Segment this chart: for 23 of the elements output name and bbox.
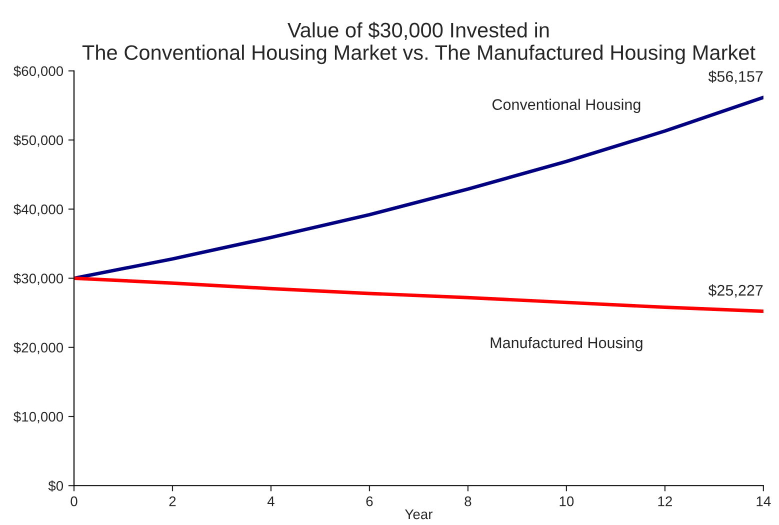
x-tick-label: 8	[464, 496, 472, 506]
x-tick-label: 2	[169, 496, 176, 506]
x-tick-label: 6	[366, 496, 373, 506]
y-tick-label: $50,000	[14, 134, 64, 147]
y-tick-label: $0	[48, 480, 64, 492]
x-tick-label: 4	[267, 496, 274, 506]
y-tick-label: $60,000	[14, 66, 64, 78]
y-tick-label: $20,000	[14, 342, 64, 354]
series-label: Conventional Housing	[492, 98, 640, 113]
x-tick-label: 14	[756, 496, 771, 506]
y-tick-label: $10,000	[14, 411, 64, 424]
y-tick-label: $40,000	[14, 204, 64, 216]
chart-title: Value of $30,000 Invested in The Conventional Housing Market vs. The Manufactured Housing Market	[82, 22, 756, 64]
y-tick-label: $30,000	[14, 273, 64, 286]
line-series	[74, 276, 764, 313]
text: Manufactured Housing	[490, 336, 642, 352]
x-axis-title: Year	[404, 510, 433, 520]
line-series	[74, 96, 764, 280]
data-label: $25,227	[708, 284, 763, 298]
x-tick-label: 10	[560, 496, 574, 506]
x-tick-label: 12	[658, 496, 672, 506]
data-label: $56,157	[708, 70, 763, 84]
x-tick-label: 0	[70, 496, 78, 506]
